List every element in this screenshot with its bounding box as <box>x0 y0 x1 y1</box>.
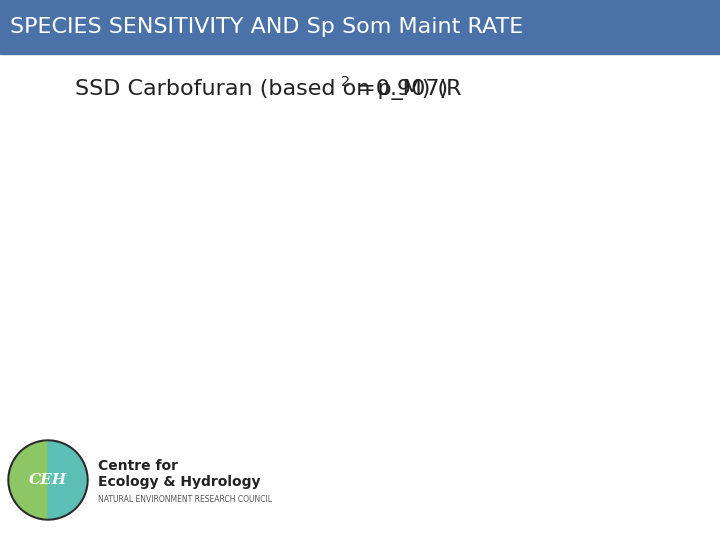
Text: Centre for: Centre for <box>98 459 178 473</box>
Wedge shape <box>48 442 86 518</box>
Text: 2: 2 <box>341 75 351 89</box>
Text: =0.907): =0.907) <box>350 79 448 99</box>
Circle shape <box>8 440 88 520</box>
Text: SSD Carbofuran (based on p_M) (R: SSD Carbofuran (based on p_M) (R <box>75 78 462 99</box>
Bar <box>0 0 720 54</box>
Text: Ecology & Hydrology: Ecology & Hydrology <box>98 475 261 489</box>
Text: CEH: CEH <box>29 473 67 487</box>
Text: SPECIES SENSITIVITY AND Sp Som Maint RATE: SPECIES SENSITIVITY AND Sp Som Maint RAT… <box>10 17 523 37</box>
Text: NATURAL ENVIRONMENT RESEARCH COUNCIL: NATURAL ENVIRONMENT RESEARCH COUNCIL <box>98 496 272 504</box>
Wedge shape <box>10 442 48 518</box>
